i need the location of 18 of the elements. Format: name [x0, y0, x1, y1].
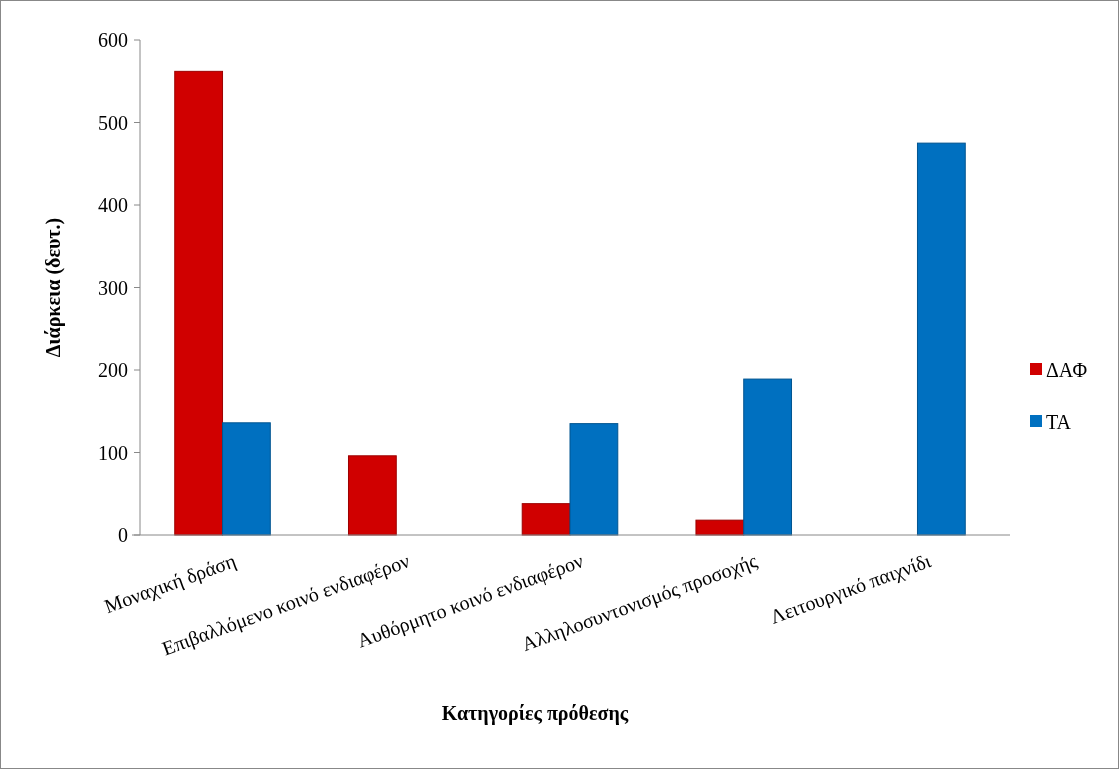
legend-label: ΔΑΦ [1046, 359, 1088, 381]
bar [916, 142, 966, 536]
y-tick-label: 200 [98, 359, 128, 381]
bar [222, 422, 271, 536]
bar [569, 423, 619, 536]
y-tick-label: 500 [98, 111, 128, 134]
y-tick-label: 400 [98, 194, 128, 216]
y-tick-label: 100 [98, 441, 128, 464]
y-tick-label: 0 [118, 524, 128, 546]
y-tick-label: 300 [98, 276, 128, 299]
legend-label: ΤΑ [1046, 411, 1072, 433]
bar [347, 455, 397, 536]
bar [521, 503, 571, 536]
y-tick-label: 600 [98, 29, 128, 51]
bar [174, 70, 224, 536]
y-axis-title: Διάρκεια (δευτ.) [42, 217, 65, 358]
x-axis-title: Κατηγορίες πρόθεσης [441, 702, 629, 725]
bar [743, 378, 793, 536]
